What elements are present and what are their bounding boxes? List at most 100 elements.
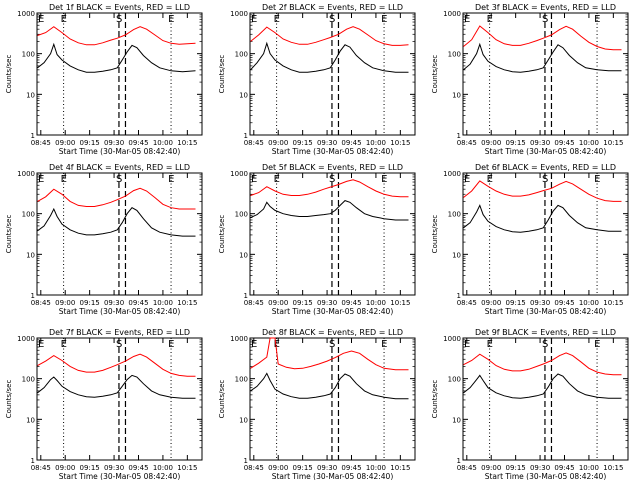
events-rate-line bbox=[37, 42, 196, 73]
x-tick-label: 09:45 bbox=[341, 139, 361, 147]
y-tick-label: 100 bbox=[22, 376, 35, 384]
panel-title: Det 9f BLACK = Events, RED = LLD bbox=[475, 328, 616, 337]
y-axis-label: Counts/sec bbox=[431, 215, 439, 254]
y-tick-label: 100 bbox=[448, 51, 461, 59]
event-marker-label: E bbox=[464, 174, 470, 185]
events-rate-line bbox=[463, 204, 622, 233]
event-marker-label: S bbox=[329, 14, 335, 25]
x-tick-label: 10:00 bbox=[153, 139, 173, 147]
x-tick-label: 09:15 bbox=[80, 139, 100, 147]
y-tick-label: 1000 bbox=[17, 170, 35, 178]
y-tick-label: 10 bbox=[239, 251, 248, 259]
event-marker-label: E bbox=[61, 339, 67, 350]
event-marker-label: E bbox=[274, 339, 280, 350]
event-marker-label: E bbox=[464, 339, 470, 350]
events-rate-line bbox=[250, 200, 409, 221]
y-axis-label: Counts/sec bbox=[218, 215, 226, 254]
lld-rate-line bbox=[463, 180, 622, 202]
event-marker-label: E bbox=[464, 14, 470, 25]
y-tick-label: 1000 bbox=[443, 170, 461, 178]
y-tick-label: 1000 bbox=[443, 10, 461, 18]
detector-panel: Det 5f BLACK = Events, RED = LLD 1 10 100 10… bbox=[218, 163, 416, 316]
x-tick-label: 10:15 bbox=[177, 299, 197, 307]
x-tick-label: 09:00 bbox=[481, 464, 501, 472]
event-marker-label: E bbox=[274, 14, 280, 25]
detector-panel: Det 8f BLACK = Events, RED = LLD 1 10 100 10… bbox=[218, 328, 416, 480]
x-tick-label: 08:45 bbox=[244, 139, 264, 147]
y-axis-label: Counts/sec bbox=[218, 380, 226, 419]
x-tick-label: 09:30 bbox=[530, 464, 550, 472]
y-tick-label: 1 bbox=[31, 292, 35, 300]
y-tick-label: 10 bbox=[452, 416, 461, 424]
event-marker-label: E bbox=[381, 14, 387, 25]
event-marker-label: E bbox=[381, 339, 387, 350]
y-tick-label: 1 bbox=[457, 132, 461, 140]
x-tick-label: 09:30 bbox=[317, 464, 337, 472]
y-tick-label: 10 bbox=[26, 416, 35, 424]
event-marker-label: S bbox=[329, 174, 335, 185]
y-tick-label: 1 bbox=[31, 457, 35, 465]
y-tick-label: 1 bbox=[244, 132, 248, 140]
x-axis-label: Start Time (30-Mar-05 08:42:40) bbox=[485, 307, 607, 316]
x-tick-label: 08:45 bbox=[244, 299, 264, 307]
events-rate-line bbox=[463, 42, 622, 73]
lld-rate-line bbox=[37, 187, 196, 210]
x-tick-label: 09:30 bbox=[317, 299, 337, 307]
x-tick-label: 09:45 bbox=[554, 464, 574, 472]
x-tick-label: 08:45 bbox=[457, 139, 477, 147]
lld-rate-line bbox=[250, 179, 409, 198]
y-axis-label: Counts/sec bbox=[431, 380, 439, 419]
x-tick-label: 10:00 bbox=[366, 299, 386, 307]
x-tick-label: 09:30 bbox=[530, 139, 550, 147]
lld-rate-line bbox=[250, 26, 409, 46]
panel-title: Det 8f BLACK = Events, RED = LLD bbox=[262, 328, 403, 337]
y-tick-label: 1000 bbox=[17, 335, 35, 343]
detector-panel: Det 1f BLACK = Events, RED = LLD 1 10 100 10… bbox=[5, 3, 203, 156]
event-marker-label: E bbox=[594, 174, 600, 185]
lld-rate-line bbox=[37, 353, 196, 377]
x-tick-label: 09:00 bbox=[55, 299, 75, 307]
event-marker-label: S bbox=[329, 339, 335, 350]
event-marker-label: E bbox=[61, 174, 67, 185]
event-marker-label: S bbox=[542, 339, 548, 350]
x-tick-label: 08:45 bbox=[31, 464, 51, 472]
events-rate-line bbox=[250, 41, 409, 73]
event-marker-label: E bbox=[38, 174, 44, 185]
y-tick-label: 1 bbox=[457, 292, 461, 300]
x-tick-label: 08:45 bbox=[31, 139, 51, 147]
y-tick-label: 1 bbox=[31, 132, 35, 140]
y-tick-label: 1 bbox=[244, 457, 248, 465]
x-tick-label: 10:15 bbox=[390, 299, 410, 307]
y-axis-label: Counts/sec bbox=[5, 215, 13, 254]
y-tick-label: 100 bbox=[448, 211, 461, 219]
x-tick-label: 09:15 bbox=[506, 299, 526, 307]
x-tick-label: 10:00 bbox=[366, 139, 386, 147]
event-marker-label: E bbox=[594, 14, 600, 25]
y-tick-label: 1000 bbox=[230, 335, 248, 343]
y-axis-label: Counts/sec bbox=[431, 55, 439, 94]
x-tick-label: 10:00 bbox=[153, 299, 173, 307]
y-tick-label: 100 bbox=[235, 51, 248, 59]
event-marker-label: S bbox=[542, 14, 548, 25]
event-marker-label: E bbox=[61, 14, 67, 25]
y-tick-label: 100 bbox=[22, 211, 35, 219]
y-tick-label: 1000 bbox=[443, 335, 461, 343]
event-marker-label: E bbox=[38, 14, 44, 25]
x-tick-label: 09:45 bbox=[341, 464, 361, 472]
x-tick-label: 08:45 bbox=[244, 464, 264, 472]
x-tick-label: 09:15 bbox=[293, 299, 313, 307]
event-marker-label: E bbox=[487, 339, 493, 350]
panel-title: Det 6f BLACK = Events, RED = LLD bbox=[475, 163, 616, 172]
x-tick-label: 10:15 bbox=[603, 139, 623, 147]
x-tick-label: 10:00 bbox=[366, 464, 386, 472]
x-tick-label: 09:45 bbox=[128, 464, 148, 472]
x-axis-label: Start Time (30-Mar-05 08:42:40) bbox=[59, 307, 181, 316]
x-tick-label: 09:15 bbox=[80, 299, 100, 307]
y-tick-label: 100 bbox=[22, 51, 35, 59]
events-rate-line bbox=[37, 207, 196, 237]
x-tick-label: 09:15 bbox=[293, 464, 313, 472]
x-axis-label: Start Time (30-Mar-05 08:42:40) bbox=[485, 472, 607, 480]
event-marker-label: E bbox=[251, 14, 257, 25]
x-tick-label: 09:30 bbox=[104, 299, 124, 307]
lld-rate-line bbox=[463, 25, 622, 51]
